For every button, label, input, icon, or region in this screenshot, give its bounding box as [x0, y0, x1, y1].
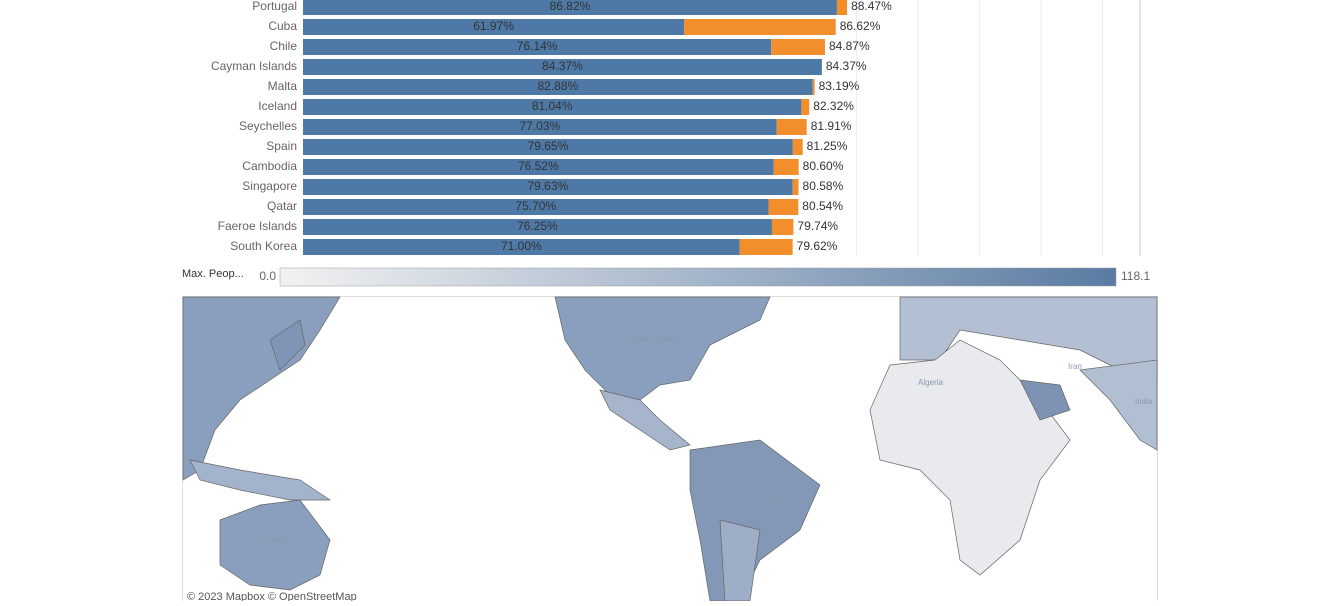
segment-label: 82.88%	[537, 79, 578, 93]
bar-segment	[303, 0, 837, 15]
total-label: 80.54%	[802, 199, 843, 213]
map: © 2023 Mapbox © OpenStreetMap United Sta…	[182, 296, 1158, 603]
segment-label: 79.63%	[528, 179, 569, 193]
total-label: 80.60%	[803, 159, 844, 173]
bar-segment	[836, 0, 848, 15]
map-label: United States	[628, 335, 676, 344]
map-label: Australia	[258, 536, 290, 545]
map-label: Brazil	[772, 497, 792, 506]
segment-label: 81.04%	[532, 99, 573, 113]
bar-segment	[773, 159, 799, 175]
bar-segment	[739, 239, 793, 255]
bar-segment	[303, 139, 793, 155]
total-label: 88.47%	[851, 0, 892, 13]
category-label: Chile	[270, 39, 298, 53]
color-ramp	[279, 267, 1117, 287]
map-label: India	[1135, 397, 1153, 406]
category-label: Cambodia	[242, 159, 297, 173]
bar-segment	[303, 159, 774, 175]
total-label: 81.91%	[811, 119, 852, 133]
category-label: Iceland	[258, 99, 297, 113]
legend-max: 118.1	[1121, 269, 1150, 283]
segment-label: 61.97%	[473, 19, 514, 33]
category-label: Portugal	[252, 0, 297, 13]
segment-label: 76.14%	[517, 39, 558, 53]
category-label: Malta	[268, 79, 298, 93]
bar-segment	[768, 199, 799, 215]
map-label: Algeria	[918, 378, 943, 387]
total-label: 79.74%	[797, 219, 838, 233]
bar-segment	[303, 179, 793, 195]
bar-segment	[684, 19, 836, 35]
map-label: Iran	[1068, 362, 1082, 371]
total-label: 80.58%	[803, 179, 844, 193]
segment-label: 75.70%	[515, 199, 556, 213]
segment-label: 84.37%	[542, 59, 583, 73]
category-label: Faeroe Islands	[218, 219, 297, 233]
category-label: Seychelles	[239, 119, 297, 133]
segment-label: 76.25%	[517, 219, 558, 233]
bar-segment	[303, 219, 772, 235]
legend-title: Max. Peop...	[182, 268, 244, 280]
category-label: Cuba	[268, 19, 297, 33]
segment-label: 71.00%	[501, 239, 542, 253]
category-label: Singapore	[242, 179, 297, 193]
category-label: Qatar	[267, 199, 297, 213]
bar-segment	[303, 199, 769, 215]
bar-segment	[776, 119, 807, 135]
total-label: 81.25%	[807, 139, 848, 153]
total-label: 83.19%	[819, 79, 860, 93]
bar-segment	[303, 19, 685, 35]
bar-segment	[303, 59, 822, 75]
bar-segment	[303, 79, 813, 95]
segment-label: 77.03%	[520, 119, 561, 133]
bar-segment	[303, 239, 740, 255]
bar-chart: Portugal 86.82% 88.47% Cuba 61.97% 86.62% Chil…	[211, 0, 1103, 256]
bar-segment	[303, 99, 802, 115]
bar-segment	[812, 79, 815, 95]
bar-segment	[801, 99, 810, 115]
bar-segment	[303, 119, 777, 135]
segment-label: 86.82%	[550, 0, 591, 13]
legend-min: 0.0	[259, 269, 276, 283]
total-label: 86.62%	[840, 19, 881, 33]
bar-segment	[792, 139, 803, 155]
segment-label: 76.52%	[518, 159, 559, 173]
total-label: 84.37%	[826, 59, 867, 73]
bar-segment	[771, 39, 825, 55]
category-label: Cayman Islands	[211, 59, 297, 73]
category-label: Spain	[266, 139, 297, 153]
bar-segment	[792, 179, 799, 195]
bar-segment	[771, 219, 794, 235]
bar-segment	[303, 39, 772, 55]
map-credit: © 2023 Mapbox © OpenStreetMap	[187, 591, 357, 601]
total-label: 84.87%	[829, 39, 870, 53]
total-label: 79.62%	[797, 239, 838, 253]
category-label: South Korea	[230, 239, 297, 253]
map-land	[182, 296, 1158, 602]
total-label: 82.32%	[813, 99, 854, 113]
segment-label: 79.65%	[528, 139, 569, 153]
